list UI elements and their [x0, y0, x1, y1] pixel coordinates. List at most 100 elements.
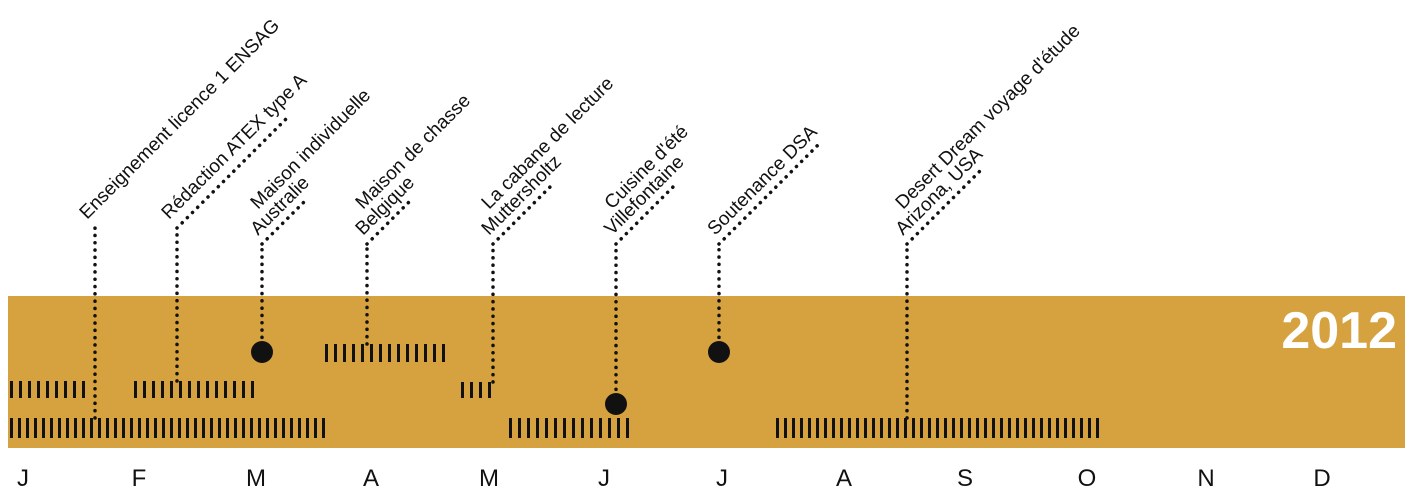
tick-mark: [1000, 418, 1003, 438]
tick-mark: [352, 344, 355, 362]
tick-mark: [242, 418, 245, 438]
tick-mark: [258, 418, 261, 438]
tick-mark: [66, 418, 69, 438]
connector-diagonal: [717, 139, 824, 246]
tick-mark: [146, 418, 149, 438]
month-label: A: [363, 465, 379, 492]
month-label: M: [479, 465, 499, 492]
tick-mark: [82, 381, 85, 398]
tick-mark: [992, 418, 995, 438]
tick-mark: [206, 381, 209, 398]
tick-mark: [479, 382, 482, 398]
event-dot: [605, 393, 627, 415]
tick-mark: [266, 418, 269, 438]
month-label: N: [1197, 465, 1214, 492]
tick-mark: [488, 382, 491, 398]
tick-mark: [138, 418, 141, 438]
tick-mark: [34, 418, 37, 438]
tick-mark: [314, 418, 317, 438]
tick-mark: [251, 381, 254, 398]
event-cuisine-ete: [605, 182, 678, 415]
tick-mark: [872, 418, 875, 438]
tick-mark: [28, 381, 31, 398]
tick-mark: [1056, 418, 1059, 438]
tick-mark: [626, 418, 629, 438]
tick-mark: [554, 418, 557, 438]
tick-mark: [58, 418, 61, 438]
tick-mark: [218, 418, 221, 438]
tick-mark: [19, 381, 22, 398]
tick-mark: [888, 418, 891, 438]
event-atex: [175, 115, 290, 383]
month-label: D: [1313, 465, 1330, 492]
tick-mark: [840, 418, 843, 438]
month-label: J: [598, 465, 610, 492]
tick-mark: [527, 418, 530, 438]
tick-mark: [98, 418, 101, 438]
tick-mark: [162, 418, 165, 438]
connector-diagonal: [491, 182, 555, 246]
month-label: F: [132, 465, 147, 492]
tick-mark: [406, 344, 409, 362]
tick-mark: [1040, 418, 1043, 438]
tick-mark: [509, 418, 512, 438]
connector-diagonal: [175, 115, 290, 230]
tick-mark: [608, 418, 611, 438]
tick-mark: [896, 418, 899, 438]
tick-mark: [130, 418, 133, 438]
tick-mark: [50, 418, 53, 438]
tick-mark: [186, 418, 189, 438]
tick-mark: [202, 418, 205, 438]
event-label: La cabane de lecture: [478, 73, 618, 213]
tick-mark: [856, 418, 859, 438]
tick-mark: [816, 418, 819, 438]
tick-mark: [250, 418, 253, 438]
tick-mark: [912, 418, 915, 438]
tick-mark: [194, 418, 197, 438]
tick-mark: [18, 418, 21, 438]
tick-mark: [944, 418, 947, 438]
tick-mark: [334, 344, 337, 362]
tick-mark: [82, 418, 85, 438]
event-label: Soutenance DSA: [704, 121, 822, 239]
event-cabane-lecture: [491, 182, 555, 384]
tick-mark: [370, 344, 373, 362]
event-maison-chasse: [365, 196, 415, 346]
event-dot: [251, 341, 273, 363]
tick-mark: [617, 418, 620, 438]
tick-mark: [10, 381, 13, 398]
tick-mark: [1072, 418, 1075, 438]
tick-mark: [776, 418, 779, 438]
tick-mark: [37, 381, 40, 398]
tick-mark: [1064, 418, 1067, 438]
tick-mark: [10, 418, 13, 438]
event-label: Desert Dream voyage d'étude: [892, 21, 1085, 214]
tick-mark: [1008, 418, 1011, 438]
tick-mark: [106, 418, 109, 438]
connector-diagonal: [614, 182, 678, 246]
tick-mark: [536, 418, 539, 438]
tick-mark: [800, 418, 803, 438]
tick-mark: [388, 344, 391, 362]
connector-diagonal: [260, 197, 309, 246]
tick-mark: [545, 418, 548, 438]
tick-mark: [976, 418, 979, 438]
tick-mark: [46, 381, 49, 398]
tick-mark: [74, 418, 77, 438]
tick-mark: [470, 382, 473, 398]
year-label: 2012: [1281, 302, 1397, 360]
tick-mark: [234, 418, 237, 438]
tick-mark: [848, 418, 851, 438]
tick-mark: [170, 418, 173, 438]
tick-mark: [1016, 418, 1019, 438]
tick-mark: [170, 381, 173, 398]
tick-mark: [824, 418, 827, 438]
tick-mark: [361, 344, 364, 362]
tick-mark: [424, 344, 427, 362]
tick-mark: [563, 418, 566, 438]
tick-mark: [322, 418, 325, 438]
tick-mark: [518, 418, 521, 438]
tick-mark: [134, 381, 137, 398]
